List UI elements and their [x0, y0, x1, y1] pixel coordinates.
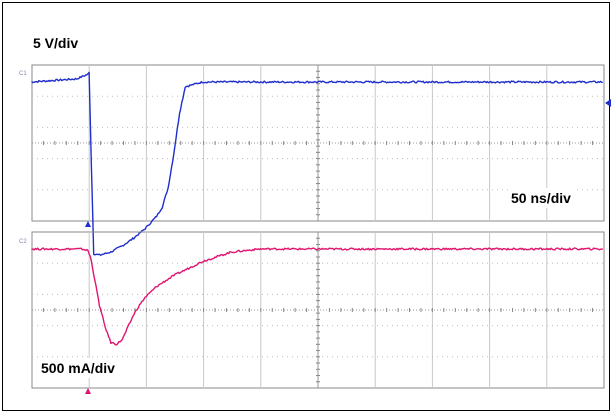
voltage-panel: C1 — [19, 64, 611, 256]
trigger-position-marker — [85, 388, 91, 394]
voltage-scale-label: 5 V/div — [33, 35, 78, 51]
trace-line — [31, 71, 603, 256]
current-scale-label: 500 mA/div — [41, 360, 115, 376]
label-background — [38, 358, 119, 378]
channel-tag: C1 — [19, 71, 27, 77]
trigger-position-marker — [85, 221, 91, 227]
trigger-level-marker — [605, 99, 611, 107]
oscilloscope-figure — [2, 2, 610, 411]
time-scale-label: 50 ns/div — [511, 190, 571, 206]
channel-tag: C2 — [19, 239, 27, 245]
label-background — [508, 188, 575, 208]
trace-line — [31, 247, 604, 346]
